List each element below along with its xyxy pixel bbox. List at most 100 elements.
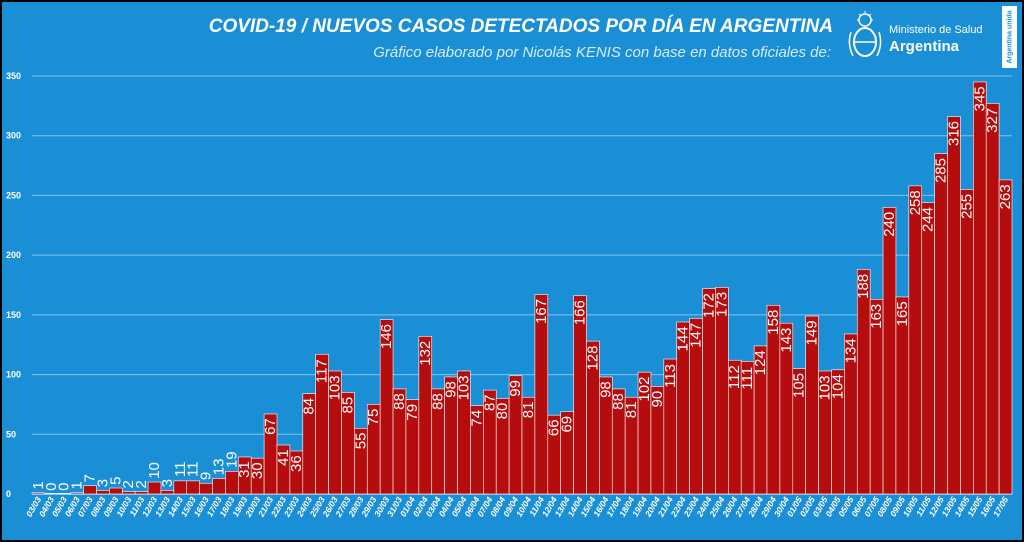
data-label: 1: [30, 481, 47, 489]
y-tick-label: 250: [6, 190, 21, 200]
bar: [973, 81, 987, 495]
bar: [83, 485, 97, 495]
data-label: 2: [120, 480, 137, 488]
data-label: 99: [507, 380, 524, 397]
bar: [534, 294, 549, 495]
data-label: 173: [713, 292, 730, 317]
data-label: 98: [597, 381, 614, 398]
y-tick-label: 100: [6, 370, 21, 380]
data-label: 255: [958, 194, 975, 219]
data-label: 74: [468, 410, 485, 427]
bar: [998, 179, 1013, 495]
argentina-unida-badge: Argentina unida: [1002, 6, 1017, 68]
data-label: 0: [43, 483, 60, 491]
data-label: 2: [133, 480, 150, 488]
bar: [960, 189, 974, 495]
data-label: 327: [984, 108, 1001, 133]
data-label: 66: [546, 419, 563, 436]
bar: [199, 482, 213, 495]
data-label: 167: [533, 299, 550, 324]
data-labels: 1001735221031111913193130674136841171038…: [30, 86, 1014, 491]
data-label: 85: [339, 397, 356, 414]
data-label: 13: [210, 459, 227, 476]
data-label: 104: [829, 374, 846, 399]
bar: [147, 481, 162, 495]
data-label: 1: [69, 481, 86, 489]
data-label: 81: [623, 402, 640, 419]
data-label: 103: [327, 375, 344, 400]
data-label: 166: [572, 300, 589, 325]
bar: [160, 490, 175, 495]
data-label: 172: [700, 293, 717, 318]
data-label: 41: [275, 449, 292, 466]
data-label: 149: [804, 320, 821, 345]
data-label: 88: [430, 393, 447, 410]
data-label: 98: [443, 381, 460, 398]
bar: [121, 491, 136, 495]
data-label: 9: [198, 472, 215, 480]
bars: [31, 81, 1013, 495]
y-axis-ticks: 0 50 100 150 200 250 300 350: [6, 71, 21, 499]
y-tick-label: 200: [6, 250, 21, 260]
data-label: 67: [262, 418, 279, 435]
bar: [856, 269, 871, 495]
data-label: 285: [933, 158, 950, 183]
data-label: 10: [146, 462, 163, 479]
data-label: 103: [455, 375, 472, 400]
data-label: 113: [662, 364, 679, 388]
data-label: 263: [997, 184, 1014, 209]
bar: [31, 492, 46, 495]
bar: [134, 491, 149, 495]
bar: [70, 492, 84, 495]
data-label: 165: [894, 301, 911, 326]
data-label: 144: [675, 326, 692, 351]
data-label: 19: [223, 451, 240, 468]
data-label: 111: [739, 367, 756, 390]
data-label: 31: [236, 461, 253, 478]
data-label: 36: [288, 455, 305, 472]
data-label: 105: [791, 373, 808, 398]
data-label: 30: [249, 462, 266, 479]
bar: [96, 490, 110, 495]
data-label: 102: [636, 377, 653, 402]
y-tick-label: 150: [6, 310, 21, 320]
data-label: 117: [314, 359, 331, 383]
data-label: 158: [765, 310, 782, 335]
x-axis-ticks: 03/0304/0305/0306/0307/0308/0309/0310/03…: [24, 495, 1011, 520]
bar: [702, 288, 716, 495]
data-label: 88: [610, 393, 627, 410]
data-label: 132: [417, 341, 434, 366]
chart-subtitle: Gráfico elaborado por Nicolás KENIS con …: [373, 44, 831, 61]
data-label: 345: [971, 86, 988, 111]
data-label: 146: [378, 324, 395, 349]
data-label: 88: [391, 393, 408, 410]
data-label: 143: [778, 328, 795, 353]
data-label: 147: [688, 323, 705, 348]
bar: [934, 153, 948, 495]
data-label: 163: [868, 304, 885, 329]
data-label: 75: [365, 409, 382, 426]
country-label: Argentina: [889, 38, 960, 55]
data-label: 3: [159, 479, 176, 487]
bar: [186, 480, 200, 495]
ministry-logo: Ministerio de Salud Argentina: [845, 10, 990, 64]
data-label: 84: [301, 398, 318, 415]
bar: [109, 487, 123, 495]
data-label: 90: [649, 391, 666, 408]
data-label: 258: [907, 190, 924, 215]
bar: [882, 207, 897, 495]
data-label: 55: [352, 433, 369, 450]
data-label: 128: [584, 346, 601, 371]
data-label: 5: [107, 477, 124, 485]
bar: [985, 103, 1000, 495]
data-label: 81: [520, 402, 537, 419]
data-label: 79: [404, 404, 421, 421]
data-label: 11: [172, 461, 189, 477]
data-label: 240: [881, 212, 898, 237]
coat-of-arms-icon: [848, 11, 882, 57]
bar: [57, 493, 71, 495]
data-label: 0: [56, 483, 73, 491]
chart-title: COVID-19 / NUEVOS CASOS DETECTADOS POR D…: [208, 16, 833, 37]
data-label: 69: [559, 416, 576, 433]
